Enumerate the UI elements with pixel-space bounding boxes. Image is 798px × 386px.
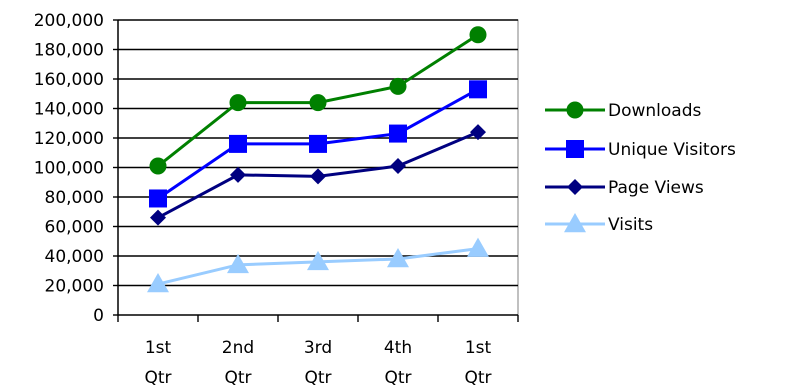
data-point — [147, 273, 169, 293]
data-point — [467, 237, 489, 257]
legend-marker — [564, 213, 586, 233]
legend-label: Downloads — [608, 101, 702, 121]
data-point — [227, 253, 249, 274]
y-tick-label: 20,000 — [45, 277, 104, 297]
x-axis: 1st Qtr 2nd Qtr 3rd Qtr 4th Qtr 1st Qtr — [117, 314, 519, 386]
data-point — [387, 247, 409, 268]
y-tick-label: 100,000 — [34, 159, 104, 179]
legend-marker — [566, 140, 584, 158]
data-point — [470, 124, 486, 141]
x-tick-label: 3rd Qtr — [304, 338, 332, 386]
data-point — [310, 168, 326, 185]
y-tick-label: 200,000 — [34, 11, 104, 31]
data-point — [469, 80, 487, 99]
data-point — [150, 209, 166, 226]
legend: Downloads Unique Visitors Page Views Visits — [545, 101, 736, 235]
y-tick-label: 0 — [93, 306, 104, 326]
data-point — [230, 166, 246, 183]
data-point — [469, 26, 487, 44]
x-tick-label: 1st Qtr — [464, 338, 491, 386]
legend-marker — [567, 179, 583, 195]
plot-area — [117, 19, 519, 316]
data-point — [149, 157, 167, 175]
data-point — [390, 158, 406, 175]
legend-label: Unique Visitors — [608, 140, 736, 160]
y-tick-label: 140,000 — [34, 100, 104, 120]
data-point — [307, 250, 329, 271]
y-tick-label: 160,000 — [34, 70, 104, 90]
data-point — [149, 189, 167, 208]
data-point — [309, 134, 327, 153]
x-tick-label: 2nd Qtr — [222, 338, 254, 386]
y-tick-label: 120,000 — [34, 129, 104, 149]
data-point — [309, 94, 327, 112]
data-point — [229, 134, 247, 153]
y-tick-label: 40,000 — [45, 247, 104, 267]
legend-label: Page Views — [608, 178, 704, 198]
y-tick-label: 180,000 — [34, 41, 104, 61]
x-tick-label: 4th Qtr — [384, 338, 412, 386]
legend-label: Visits — [608, 215, 653, 235]
y-tick-label: 60,000 — [45, 218, 104, 238]
x-tick-label: 1st Qtr — [144, 338, 171, 386]
data-point — [389, 77, 407, 95]
series-layer — [147, 26, 489, 293]
y-axis: 0 20,000 40,000 60,000 80,000 100,000 120,000 1… — [34, 11, 119, 326]
y-tick-label: 80,000 — [45, 188, 104, 208]
data-point — [229, 94, 247, 112]
data-point — [389, 124, 407, 143]
legend-marker — [566, 101, 584, 119]
